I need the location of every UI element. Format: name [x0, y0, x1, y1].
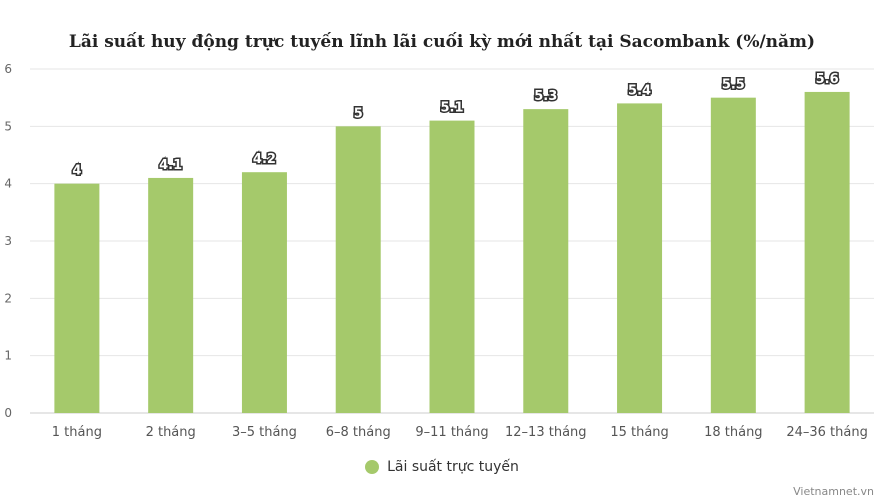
x-tick-label: 2 tháng	[146, 425, 196, 440]
y-tick-label: 6	[4, 62, 12, 76]
data-label: 4	[72, 164, 81, 179]
x-tick-label: 15 tháng	[610, 425, 668, 440]
data-label: 5.3	[534, 89, 557, 104]
x-tick-label: 6–8 tháng	[326, 425, 391, 440]
data-label: 5.5	[722, 78, 745, 93]
bar	[523, 109, 569, 413]
y-tick-label: 3	[4, 234, 12, 248]
bar	[429, 120, 475, 413]
bar	[148, 177, 194, 413]
data-label: 5	[354, 106, 363, 121]
data-label: 4.2	[253, 152, 276, 167]
bar	[617, 103, 663, 414]
x-tick-label: 3–5 tháng	[232, 425, 297, 440]
bar	[54, 183, 100, 413]
data-label: 5.4	[628, 83, 651, 98]
x-tick-label: 24–36 tháng	[786, 425, 868, 440]
bar	[335, 126, 381, 413]
legend[interactable]: Lãi suất trực tuyến	[0, 459, 884, 475]
source-credit: Vietnamnet.vn	[793, 485, 874, 498]
chart-title: Lãi suất huy động trực tuyến lĩnh lãi cu…	[68, 32, 816, 52]
y-tick-label: 5	[4, 119, 12, 133]
data-label: 5.1	[440, 101, 463, 116]
x-tick-label: 12–13 tháng	[505, 425, 587, 440]
legend-label: Lãi suất trực tuyến	[387, 459, 519, 475]
bar	[710, 97, 756, 414]
y-tick-label: 2	[4, 291, 12, 305]
y-tick-label: 4	[4, 177, 12, 191]
legend-swatch	[365, 460, 380, 474]
x-tick-label: 1 tháng	[52, 425, 102, 440]
data-label: 4.1	[159, 158, 182, 173]
data-label: 5.6	[816, 72, 839, 87]
bar	[241, 172, 287, 413]
x-tick-label: 9–11 tháng	[415, 425, 488, 440]
y-tick-label: 1	[4, 349, 12, 363]
x-tick-label: 18 tháng	[704, 425, 762, 440]
bar	[804, 91, 850, 413]
y-tick-label: 0	[4, 406, 12, 420]
